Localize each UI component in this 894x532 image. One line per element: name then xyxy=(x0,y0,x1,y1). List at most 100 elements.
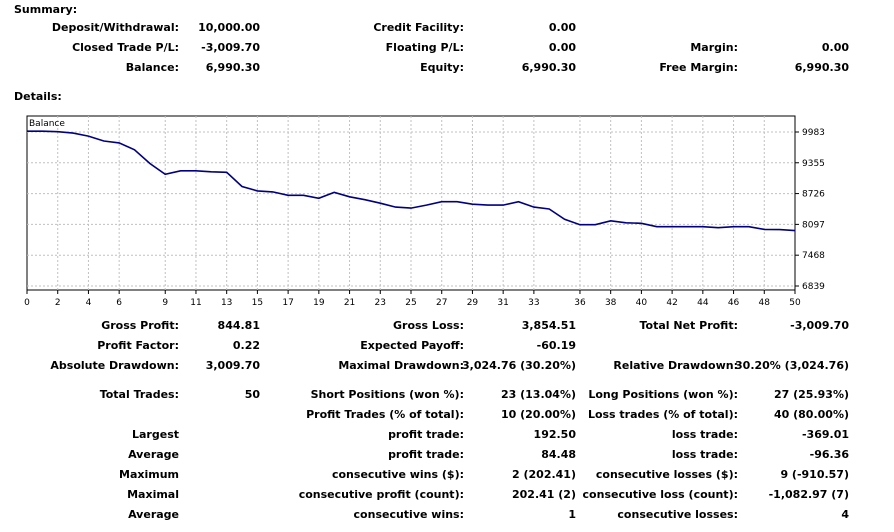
relative-drawdown-value: 30.20% (3,024.76) xyxy=(735,359,849,372)
average-loss-label: loss trade: xyxy=(671,448,738,461)
maximal-drawdown-value: 3,024.76 (30.20%) xyxy=(462,359,576,372)
x-tick-label: 38 xyxy=(605,298,617,308)
x-tick-label: 0 xyxy=(24,298,30,308)
largest-loss-label: loss trade: xyxy=(671,428,738,441)
x-tick-label: 42 xyxy=(666,298,677,308)
average-consecutive-losses-value: 4 xyxy=(841,508,849,521)
x-tick-label: 36 xyxy=(574,298,586,308)
x-tick-label: 19 xyxy=(313,298,325,308)
profit-trades-value: 10 (20.00%) xyxy=(500,408,576,421)
x-tick-label: 9 xyxy=(162,298,168,308)
relative-drawdown-label: Relative Drawdown: xyxy=(613,359,738,372)
gross-loss-value: 3,854.51 xyxy=(521,319,576,332)
maximal-consecutive-profit-label: consecutive profit (count): xyxy=(298,488,464,501)
summary-heading: Summary: xyxy=(14,3,78,16)
average-label: Average xyxy=(128,448,179,461)
max-consecutive-losses-label: consecutive losses ($): xyxy=(595,468,738,481)
profit-factor-label: Profit Factor: xyxy=(97,339,179,352)
total-net-profit-value: -3,009.70 xyxy=(790,319,849,332)
y-tick-label: 9983 xyxy=(802,128,825,138)
credit-label: Credit Facility: xyxy=(373,21,464,34)
gross-profit-value: 844.81 xyxy=(217,319,260,332)
loss-trades-value: 40 (80.00%) xyxy=(773,408,849,421)
profit-trades-label: Profit Trades (% of total): xyxy=(306,408,464,421)
gross-loss-label: Gross Loss: xyxy=(393,319,464,332)
x-tick-label: 6 xyxy=(116,298,122,308)
x-tick-label: 48 xyxy=(759,298,771,308)
margin-value: 0.00 xyxy=(821,41,849,54)
average-consecutive-wins-label: consecutive wins: xyxy=(353,508,464,521)
x-tick-label: 40 xyxy=(636,298,648,308)
average-profit-label: profit trade: xyxy=(388,448,464,461)
closed-pl-value: -3,009.70 xyxy=(201,41,260,54)
floating-pl-label: Floating P/L: xyxy=(385,41,464,54)
balance-chart: 9983 9355 8726 8097 7468 6839 0 2 4 6 9 11 13 15 17 19 2… xyxy=(0,110,894,310)
x-tick-label: 46 xyxy=(728,298,740,308)
max-consecutive-losses-value: 9 (-910.57) xyxy=(780,468,849,481)
y-tick-label: 7468 xyxy=(802,251,825,261)
maximal-drawdown-label: Maximal Drawdown: xyxy=(338,359,464,372)
balance-label: Balance: xyxy=(125,61,179,74)
x-tick-label: 50 xyxy=(789,298,801,308)
x-tick-label: 33 xyxy=(528,298,539,308)
total-trades-value: 50 xyxy=(244,388,260,401)
deposit-value: 10,000.00 xyxy=(198,21,260,34)
gross-profit-label: Gross Profit: xyxy=(101,319,179,332)
loss-trades-label: Loss trades (% of total): xyxy=(587,408,738,421)
absolute-drawdown-value: 3,009.70 xyxy=(205,359,260,372)
deposit-label: Deposit/Withdrawal: xyxy=(51,21,179,34)
long-positions-value: 27 (25.93%) xyxy=(773,388,849,401)
x-tick-label: 2 xyxy=(55,298,61,308)
maximal-consecutive-profit-value: 202.41 (2) xyxy=(512,488,576,501)
x-tick-label: 21 xyxy=(344,298,355,308)
average-consecutive-losses-label: consecutive losses: xyxy=(617,508,738,521)
largest-profit-label: profit trade: xyxy=(388,428,464,441)
largest-loss-value: -369.01 xyxy=(801,428,849,441)
average-loss-value: -96.36 xyxy=(809,448,849,461)
maximal-consecutive-loss-label: consecutive loss (count): xyxy=(582,488,738,501)
details-heading: Details: xyxy=(14,90,62,103)
x-tick-label: 4 xyxy=(86,298,92,308)
average-profit-value: 84.48 xyxy=(541,448,576,461)
equity-value: 6,990.30 xyxy=(521,61,576,74)
free-margin-value: 6,990.30 xyxy=(794,61,849,74)
closed-pl-label: Closed Trade P/L: xyxy=(72,41,179,54)
y-tick-label: 9355 xyxy=(802,159,825,169)
x-tick-label: 29 xyxy=(467,298,479,308)
legend-balance: Balance xyxy=(29,119,65,129)
total-net-profit-label: Total Net Profit: xyxy=(639,319,739,332)
largest-profit-value: 192.50 xyxy=(533,428,576,441)
absolute-drawdown-label: Absolute Drawdown: xyxy=(50,359,179,372)
balance-value: 6,990.30 xyxy=(205,61,260,74)
x-tick-label: 44 xyxy=(697,298,709,308)
x-tick-label: 11 xyxy=(190,298,201,308)
profit-factor-value: 0.22 xyxy=(232,339,260,352)
expected-payoff-label: Expected Payoff: xyxy=(360,339,464,352)
largest-label: Largest xyxy=(132,428,179,441)
maximal-label: Maximal xyxy=(127,488,179,501)
x-tick-label: 31 xyxy=(497,298,508,308)
maximum-label: Maximum xyxy=(119,468,179,481)
credit-value: 0.00 xyxy=(548,21,576,34)
plot-frame xyxy=(26,115,796,291)
y-tick-label: 6839 xyxy=(802,282,825,292)
average2-label: Average xyxy=(128,508,179,521)
y-tick-label: 8726 xyxy=(802,190,825,200)
x-tick-label: 23 xyxy=(375,298,386,308)
average-consecutive-wins-value: 1 xyxy=(568,508,576,521)
maximal-consecutive-loss-value: -1,082.97 (7) xyxy=(768,488,849,501)
x-tick-label: 13 xyxy=(221,298,232,308)
max-consecutive-wins-label: consecutive wins ($): xyxy=(331,468,464,481)
x-tick-label: 25 xyxy=(405,298,416,308)
expected-payoff-value: -60.19 xyxy=(536,339,576,352)
short-positions-value: 23 (13.04%) xyxy=(500,388,576,401)
x-tick-label: 27 xyxy=(436,298,447,308)
long-positions-label: Long Positions (won %): xyxy=(588,388,738,401)
short-positions-label: Short Positions (won %): xyxy=(310,388,464,401)
y-tick-label: 8097 xyxy=(802,220,825,230)
margin-label: Margin: xyxy=(690,41,738,54)
floating-pl-value: 0.00 xyxy=(548,41,576,54)
free-margin-label: Free Margin: xyxy=(659,61,738,74)
max-consecutive-wins-value: 2 (202.41) xyxy=(512,468,576,481)
